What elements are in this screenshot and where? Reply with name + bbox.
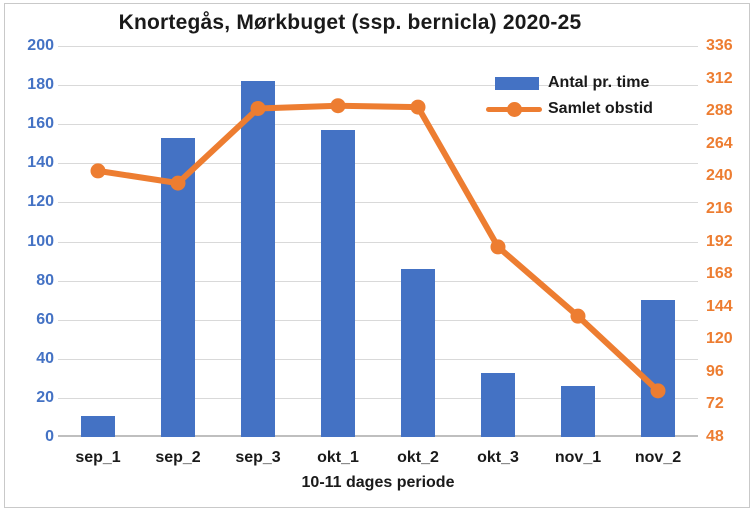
left-axis-tick-label: 120 — [27, 193, 54, 211]
obstid-marker-sep_2 — [170, 175, 186, 191]
bar-sep_3 — [241, 81, 275, 437]
legend: Antal pr. time Samlet obstid — [486, 70, 653, 122]
gridline — [58, 124, 698, 126]
right-axis-tick-label: 264 — [706, 134, 733, 152]
category-label-okt_2: okt_2 — [397, 449, 439, 466]
category-label-okt_3: okt_3 — [477, 449, 519, 466]
left-axis-tick-label: 20 — [36, 388, 54, 406]
gridline — [58, 163, 698, 165]
category-label-okt_1: okt_1 — [317, 449, 359, 466]
gridline — [58, 319, 698, 321]
obstid-marker-sep_1 — [90, 163, 106, 179]
gridline — [58, 241, 698, 243]
category-label-sep_2: sep_2 — [155, 449, 201, 466]
obstid-line-layer — [90, 98, 666, 399]
right-axis-tick-label: 72 — [706, 395, 724, 413]
bar-nov_2 — [641, 300, 675, 437]
gridline — [58, 358, 698, 360]
left-axis-tick-label: 160 — [27, 115, 54, 133]
right-axis-tick-label: 312 — [706, 69, 733, 87]
right-axis-tick-label: 48 — [706, 428, 724, 445]
left-axis-tick-label: 60 — [36, 310, 54, 328]
right-axis-tick-label: 144 — [706, 297, 733, 315]
gridline — [58, 397, 698, 399]
right-axis-tick-label: 192 — [706, 232, 733, 250]
legend-item-line: Samlet obstid — [486, 96, 653, 122]
left-axis-tick-label: 40 — [36, 349, 54, 367]
right-axis-tick-label: 168 — [706, 265, 733, 283]
obstid-marker-okt_3 — [490, 239, 506, 255]
bar-series-swatch — [495, 76, 539, 90]
obstid-marker-sep_3 — [250, 100, 266, 116]
obstid-marker-okt_2 — [410, 99, 426, 115]
category-label-nov_1: nov_1 — [554, 449, 602, 466]
line-swatch-marker-icon — [507, 101, 522, 117]
x-axis-line — [58, 435, 698, 437]
chart-title: Knortegås, Mørkbuget (ssp. bernicla) 202… — [118, 11, 582, 34]
obstid-line — [95, 102, 661, 394]
category-label-sep_1: sep_1 — [75, 449, 121, 466]
obstid-marker-nov_1 — [570, 308, 586, 324]
obstid-marker-okt_1 — [330, 98, 346, 114]
chart-frame-border — [4, 3, 750, 508]
left-axis-tick-label: 200 — [27, 37, 54, 54]
right-axis-tick-label: 336 — [706, 37, 733, 54]
right-axis-tick-label: 96 — [706, 362, 724, 380]
gridline — [58, 280, 698, 282]
left-axis-tick-label: 140 — [27, 154, 54, 172]
bar-okt_2 — [401, 268, 435, 437]
left-axis-tick-label: 100 — [27, 232, 54, 250]
legend-line-label: Samlet obstid — [548, 100, 653, 117]
bar-okt_1 — [321, 130, 355, 437]
bar-sep_1 — [81, 415, 115, 437]
obstid-marker-nov_2 — [650, 383, 666, 399]
left-axis-tick-label: 0 — [45, 428, 54, 445]
gridline — [58, 202, 698, 204]
legend-item-bar: Antal pr. time — [486, 70, 653, 96]
x-axis-title: 10-11 dages periode — [301, 474, 455, 491]
gridline — [58, 85, 698, 87]
left-axis-tick-label: 80 — [36, 271, 54, 289]
gridline — [58, 46, 698, 47]
right-axis-tick-label: 216 — [706, 199, 733, 217]
plot-area — [58, 46, 698, 437]
right-axis-tick-label: 120 — [706, 330, 733, 348]
line-series-swatch — [486, 101, 542, 117]
right-axis-tick-label: 240 — [706, 167, 733, 185]
bar-okt_3 — [481, 372, 515, 437]
right-axis-tick-label: 288 — [706, 102, 733, 120]
left-axis-tick-label: 180 — [27, 76, 54, 94]
bar-nov_1 — [561, 386, 595, 437]
legend-bar-label: Antal pr. time — [548, 74, 650, 91]
category-label-sep_3: sep_3 — [235, 449, 281, 466]
category-label-nov_2: nov_2 — [634, 449, 682, 466]
